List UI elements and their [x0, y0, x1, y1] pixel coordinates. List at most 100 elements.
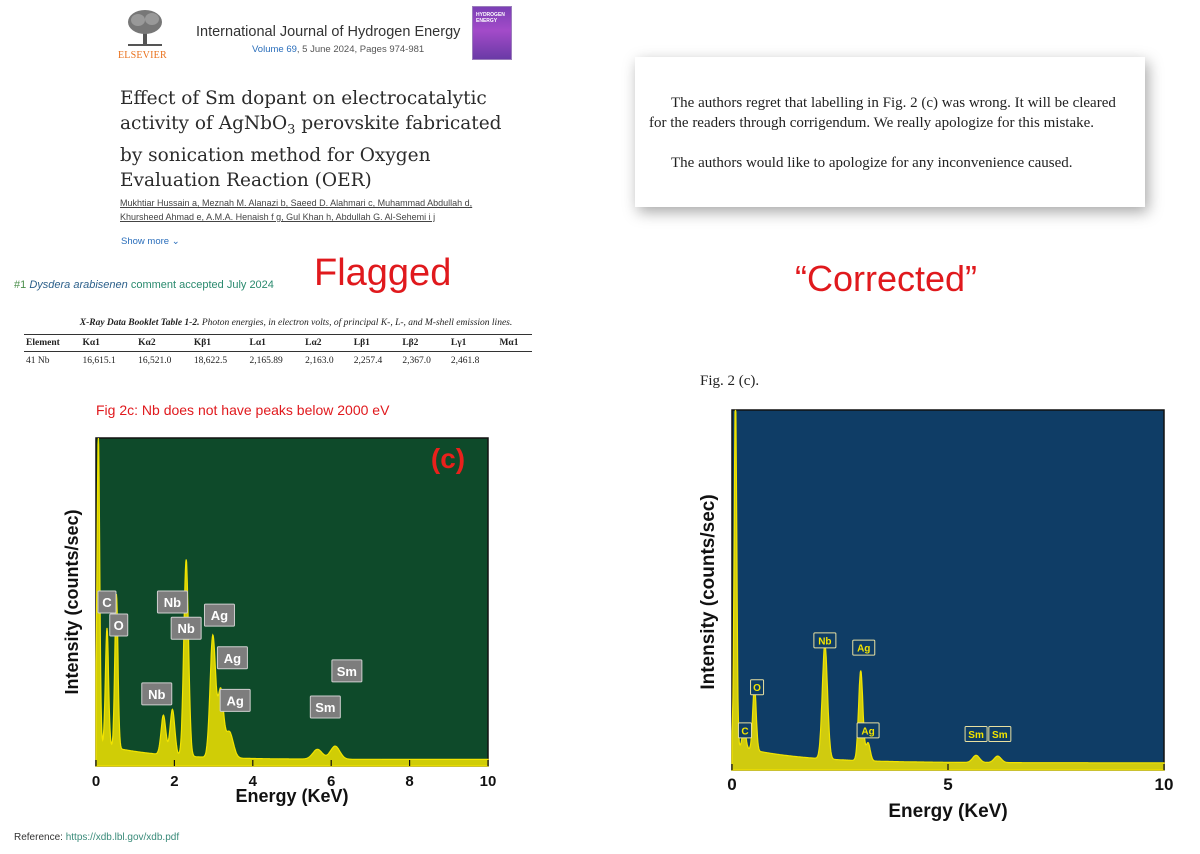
peak-label: Nb	[148, 687, 165, 702]
reference-label: Reference:	[14, 832, 66, 843]
volume-link[interactable]: Volume 69	[252, 44, 297, 55]
peak-label: Sm	[968, 730, 984, 741]
xray-cell: 16,615.1	[82, 356, 116, 366]
x-tick-label: 6	[327, 773, 335, 790]
fig2c-note: Fig 2c: Nb does not have peaks below 200…	[96, 402, 390, 418]
corrected-eds-chart: 0 5 10 C O Nb Ag Ag Sm Sm Energy (KeV) Intensity…	[698, 409, 1174, 822]
authors-line-2[interactable]: Khursheed Ahmad e, A.M.A. Henaish f g, G…	[120, 212, 436, 222]
peak-label-box	[141, 682, 173, 706]
spectrum-series	[731, 409, 1165, 771]
x-tick-label: 10	[1155, 775, 1174, 794]
xray-data-table-section: X-Ray Data Booklet Table 1-2. Photon ene…	[24, 318, 544, 370]
xray-table: Element Kα1 Kα2 Kβ1 Lα1 Lα2 Lβ1 Lβ2 Lγ1 Mα1 41 Nb…	[24, 334, 532, 370]
xray-cell: 2,461.8	[450, 356, 480, 366]
xray-cell: 2,367.0	[402, 356, 431, 366]
flagged-label: Flagged	[314, 252, 452, 294]
journal-cover-image[interactable]: HYDROGEN ENERGY	[472, 6, 512, 60]
peak-label-box	[109, 613, 129, 637]
xray-caption-bold: X-Ray Data Booklet Table 1-2.	[79, 318, 200, 328]
xray-header-cell: Kα2	[136, 334, 192, 352]
xray-table-caption: X-Ray Data Booklet Table 1-2. Photon ene…	[24, 318, 544, 328]
xray-header-cell: Lβ1	[351, 334, 401, 352]
y-axis-label: Intensity (counts/sec)	[62, 509, 82, 694]
y-axis-label: Intensity (counts/sec)	[698, 494, 719, 689]
show-more-link[interactable]: Show more ⌄	[121, 236, 180, 247]
xray-cell: 18,622.5	[193, 356, 228, 366]
article-title: Effect of Sm dopant on electrocatalytic …	[120, 86, 520, 193]
publisher-name: ELSEVIER	[118, 50, 167, 61]
title-subscript: 3	[287, 122, 296, 138]
xray-header-cell: Kβ1	[191, 334, 248, 352]
peak-label: Ag	[224, 651, 241, 666]
x-tick-label: 2	[170, 773, 178, 790]
corrigendum-paragraph-1: The authors regret that labelling in Fig…	[649, 95, 1116, 131]
xray-cell: 41 Nb	[26, 356, 50, 366]
volume-details: , 5 June 2024, Pages 974-981	[296, 44, 425, 55]
peak-label-box	[97, 590, 117, 614]
xray-table-header-row: Element Kα1 Kα2 Kβ1 Lα1 Lα2 Lβ1 Lβ2 Lγ1 Mα1	[24, 334, 532, 352]
reference-url[interactable]: https://xdb.lbl.gov/xdb.pdf	[65, 832, 180, 843]
peak-label-box	[170, 616, 202, 640]
xray-header-cell: Lγ1	[448, 334, 498, 352]
peak-label-box	[219, 688, 251, 712]
title-part-2: perovskite fabricated by sonication meth…	[120, 113, 502, 191]
author-list[interactable]: Mukhtiar Hussain a, Meznah M. Alanazi b,…	[120, 196, 520, 224]
corrigendum-box: The authors regret that labelling in Fig…	[635, 57, 1145, 207]
spectrum-series	[95, 437, 489, 767]
authors-line-1[interactable]: Mukhtiar Hussain a, Meznah M. Alanazi b,…	[120, 198, 473, 208]
panel-label: (c)	[431, 443, 465, 474]
x-tick-label: 0	[727, 775, 736, 794]
peak-label-box	[331, 659, 363, 683]
peak-label: Sm	[315, 700, 335, 715]
peak-label: C	[741, 726, 748, 737]
x-axis-label: Energy (KeV)	[235, 786, 348, 806]
peak-label: Sm	[337, 664, 357, 679]
x-tick-label: 0	[92, 773, 100, 790]
peak-label: Sm	[992, 730, 1008, 741]
title-part-1: Effect of Sm dopant on electrocatalytic …	[120, 88, 487, 134]
peak-label: Nb	[177, 621, 194, 636]
x-tick-label: 8	[405, 773, 413, 790]
x-axis-label: Energy (KeV)	[888, 801, 1007, 822]
peak-label-box	[988, 726, 1012, 742]
x-tick-label: 10	[480, 773, 497, 790]
xray-header-cell: Kα1	[80, 334, 137, 352]
journal-volume: Volume 69, 5 June 2024, Pages 974-981	[252, 44, 424, 55]
corrigendum-paragraph-2: The authors would like to apologize for …	[671, 155, 1073, 171]
peak-label-box	[750, 679, 765, 696]
comment-status: comment accepted July 2024	[130, 279, 274, 291]
peak-label-box	[813, 632, 837, 649]
comment-line: #1 Dysdera arabisenen comment accepted J…	[14, 279, 274, 291]
journal-header: ELSEVIER International Journal of Hydrog…	[118, 6, 520, 66]
peak-label: O	[114, 618, 124, 633]
xray-header-cell: Lα2	[303, 334, 352, 352]
reference-line: Reference: https://xdb.lbl.gov/xdb.pdf	[14, 832, 179, 843]
peak-label-box	[203, 603, 235, 627]
comment-number: #1	[14, 279, 27, 291]
xray-header-cell: Element	[24, 334, 81, 352]
xray-header-cell: Lβ2	[400, 334, 449, 352]
peak-label-box	[156, 590, 188, 614]
peak-label: Nb	[164, 595, 181, 610]
peak-label: C	[102, 595, 112, 610]
xray-header-cell: Lα1	[247, 334, 304, 352]
peak-label: Nb	[818, 636, 831, 647]
peak-label-box	[964, 726, 988, 742]
xray-caption-rest: Photon energies, in electron volts, of p…	[199, 318, 513, 328]
peak-label: Ag	[861, 726, 874, 737]
cover-text-2: ENERGY	[476, 18, 498, 24]
xray-cell: 16,521.0	[138, 356, 172, 366]
chevron-down-icon: ⌄	[171, 236, 180, 247]
plot-area	[731, 409, 1165, 771]
peak-label-box	[856, 722, 880, 739]
elsevier-tree-icon	[128, 10, 162, 46]
peak-label: O	[753, 683, 761, 694]
journal-name[interactable]: International Journal of Hydrogen Energy	[196, 24, 461, 40]
peak-label-box	[216, 646, 248, 670]
fig2c-caption: Fig. 2 (c).	[700, 373, 760, 389]
show-more-label: Show more	[121, 236, 170, 247]
xray-cell: 2,257.4	[353, 356, 383, 366]
xray-cell: 2,163.0	[305, 356, 334, 366]
peak-label-box	[309, 695, 341, 719]
plot-area	[95, 437, 489, 767]
